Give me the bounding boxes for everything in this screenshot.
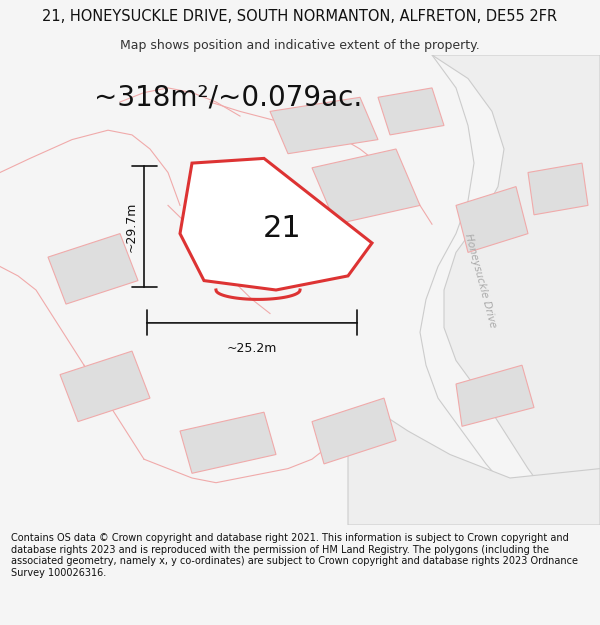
Polygon shape <box>432 55 600 525</box>
Polygon shape <box>528 163 588 215</box>
Polygon shape <box>378 88 444 135</box>
Polygon shape <box>60 351 150 422</box>
Polygon shape <box>312 398 396 464</box>
Polygon shape <box>270 98 378 154</box>
Text: 21: 21 <box>263 214 301 243</box>
Text: ~29.7m: ~29.7m <box>125 201 138 252</box>
Text: ~318m²/~0.079ac.: ~318m²/~0.079ac. <box>94 83 362 111</box>
Polygon shape <box>48 234 138 304</box>
Text: 21, HONEYSUCKLE DRIVE, SOUTH NORMANTON, ALFRETON, DE55 2FR: 21, HONEYSUCKLE DRIVE, SOUTH NORMANTON, … <box>43 9 557 24</box>
Polygon shape <box>456 187 528 253</box>
Polygon shape <box>312 149 420 224</box>
Polygon shape <box>456 365 534 426</box>
Text: ~25.2m: ~25.2m <box>227 342 277 355</box>
Text: Honeysuckle Drive: Honeysuckle Drive <box>463 232 497 329</box>
Text: Contains OS data © Crown copyright and database right 2021. This information is : Contains OS data © Crown copyright and d… <box>11 533 578 578</box>
Polygon shape <box>180 158 372 290</box>
Text: Map shows position and indicative extent of the property.: Map shows position and indicative extent… <box>120 39 480 52</box>
Polygon shape <box>348 408 600 525</box>
Polygon shape <box>180 412 276 473</box>
